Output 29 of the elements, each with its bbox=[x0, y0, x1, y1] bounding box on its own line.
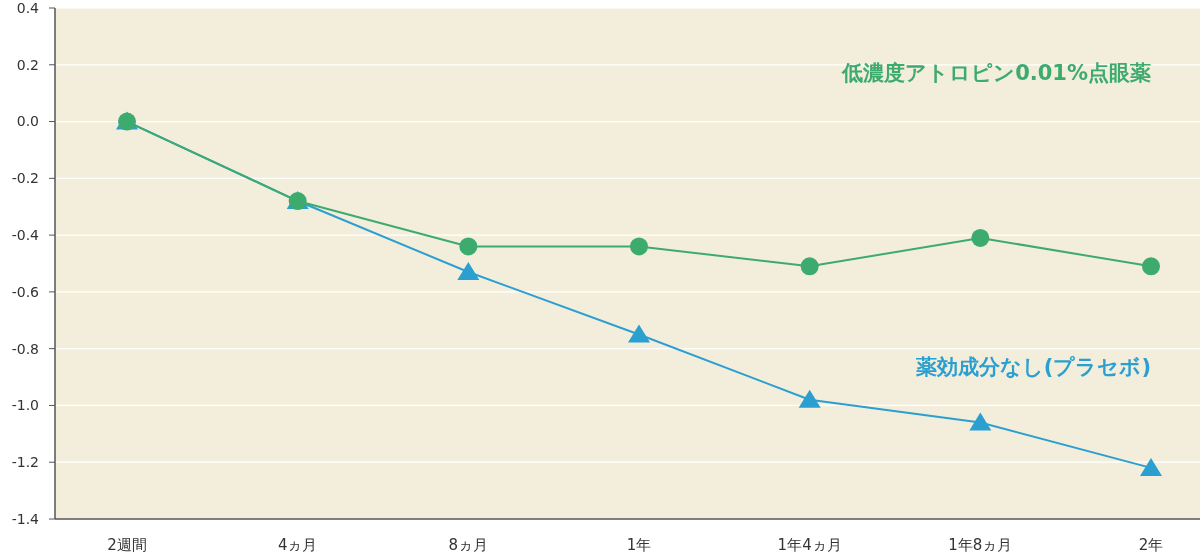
y-tick-label: -0.6 bbox=[11, 283, 40, 300]
y-tick-label: -0.4 bbox=[11, 227, 40, 244]
x-tick-label: 2週間 bbox=[107, 536, 147, 554]
x-tick-label: 1年4ヵ月 bbox=[777, 536, 842, 554]
series-label: 薬効成分なし(プラセボ) bbox=[914, 355, 1151, 380]
text: 低濃度アトロピン0.01%点眼薬 bbox=[841, 60, 1151, 85]
y-tick-label: -0.2 bbox=[11, 170, 39, 187]
point bbox=[971, 228, 990, 247]
point bbox=[630, 237, 648, 256]
x-tick-label: 8ヵ月 bbox=[448, 536, 489, 554]
point bbox=[457, 262, 480, 281]
y-tick-label: -1.2 bbox=[11, 454, 39, 471]
x-tick-label: 4ヵ月 bbox=[277, 536, 318, 554]
y-tick-label: 0.4 bbox=[16, 0, 40, 16]
x-tick-label: 1年 bbox=[626, 536, 652, 554]
y-tick-label: -1.0 bbox=[11, 397, 39, 414]
x-tick-label: 2年 bbox=[1138, 536, 1164, 554]
y-tick-label: 0.2 bbox=[16, 56, 39, 73]
point bbox=[800, 257, 819, 276]
x-tick-label: 1年8ヵ月 bbox=[948, 536, 1013, 554]
point bbox=[1142, 257, 1160, 276]
point bbox=[459, 237, 478, 256]
point bbox=[1140, 457, 1162, 476]
point bbox=[628, 324, 650, 343]
point bbox=[798, 389, 821, 408]
y-tick-label: -1.4 bbox=[11, 510, 40, 527]
point bbox=[969, 412, 992, 431]
y-tick-label: 0.0 bbox=[16, 113, 39, 130]
y-tick-label: -0.8 bbox=[11, 340, 39, 357]
